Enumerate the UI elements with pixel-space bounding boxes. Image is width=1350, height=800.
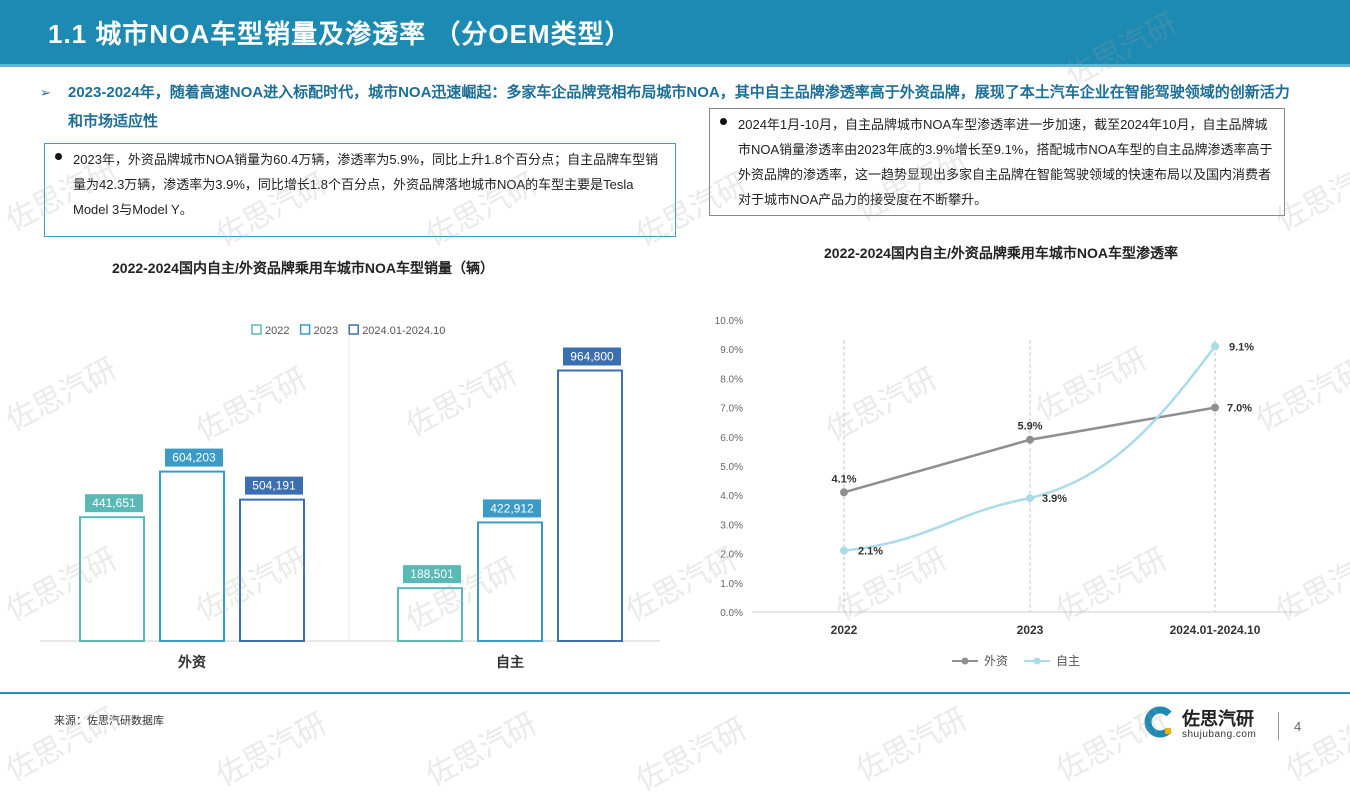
point-value-label: 2.1%	[858, 546, 883, 558]
legend-marker	[1033, 657, 1041, 665]
x-tick-label: 2023	[1017, 623, 1044, 637]
legend-label: 外资	[984, 654, 1008, 668]
source-note: 来源：佐思汽研数据库	[54, 715, 164, 727]
logo-name: 佐思汽研	[1182, 709, 1254, 729]
bar-value-label: 188,501	[410, 567, 454, 581]
bar-value-label: 964,800	[570, 349, 614, 363]
bar	[159, 470, 225, 642]
data-point	[1026, 435, 1034, 444]
bar-value-label-bg	[483, 499, 541, 518]
point-value-label: 7.0%	[1227, 403, 1252, 415]
data-point	[840, 488, 848, 497]
y-tick-label: 5.0%	[720, 462, 743, 473]
footer-divider	[0, 692, 1350, 694]
line-chart-title: 2022-2024国内自主/外资品牌乘用车城市NOA车型渗透率	[824, 245, 1178, 261]
page-title: 1.1 城市NOA车型销量及渗透率 （分OEM类型）	[48, 19, 632, 49]
legend-label: 自主	[1056, 654, 1080, 668]
x-tick-label: 2022	[831, 623, 858, 637]
bar	[79, 516, 145, 643]
y-tick-label: 3.0%	[720, 520, 743, 531]
legend-label: 2022	[265, 325, 289, 337]
y-tick-label: 2.0%	[720, 550, 743, 561]
data-point	[1211, 403, 1219, 412]
bar	[477, 521, 543, 642]
footer-separator	[1278, 712, 1279, 740]
x-tick-label: 2024.01-2024.10	[1170, 623, 1261, 637]
note-box-left: 2023年，外资品牌城市NOA销量为60.4万辆，渗透率为5.9%，同比上升1.…	[44, 143, 676, 237]
point-value-label: 3.9%	[1042, 493, 1067, 505]
header-divider	[0, 64, 1350, 67]
bar-chart-title: 2022-2024国内自主/外资品牌乘用车城市NOA车型销量（辆）	[112, 260, 494, 276]
y-tick-label: 7.0%	[720, 404, 743, 415]
y-tick-label: 10.0%	[715, 316, 743, 327]
point-value-label: 9.1%	[1229, 341, 1254, 353]
bar-value-label: 441,651	[92, 496, 136, 510]
legend-swatch	[348, 324, 359, 335]
header-bar: 1.1 城市NOA车型销量及渗透率 （分OEM类型）	[0, 0, 1350, 64]
y-tick-label: 1.0%	[720, 579, 743, 590]
bar	[557, 369, 623, 642]
page-number: 4	[1294, 719, 1302, 734]
legend-swatch	[251, 324, 262, 335]
category-label: 外资	[178, 654, 206, 670]
bar-value-label-bg	[165, 448, 223, 467]
charts-canvas: 2022 2023 2024.01-2024.10 441,651 604,203 504…	[40, 316, 1300, 670]
note-text-left: 2023年，外资品牌城市NOA销量为60.4万辆，渗透率为5.9%，同比上升1.…	[73, 152, 659, 217]
logo-url: shujubang.com	[1182, 729, 1257, 740]
category-label: 自主	[496, 654, 524, 670]
bar-value-label-bg	[245, 476, 303, 495]
lead-text: 2023-2024年，随着高速NOA进入标配时代，城市NOA迅速崛起：多家车企品…	[68, 84, 1290, 130]
note-text-right: 2024年1月-10月，自主品牌城市NOA车型渗透率进一步加速，截至2024年1…	[738, 117, 1273, 207]
bar-value-label-bg	[85, 494, 143, 513]
data-point	[1211, 342, 1219, 351]
note-box-right: 2024年1月-10月，自主品牌城市NOA车型渗透率进一步加速，截至2024年1…	[709, 108, 1285, 216]
y-tick-label: 6.0%	[720, 433, 743, 444]
bar	[397, 587, 463, 642]
point-value-label: 5.9%	[1017, 421, 1042, 433]
legend-label: 2024.01-2024.10	[362, 325, 445, 337]
y-tick-label: 9.0%	[720, 345, 743, 356]
bullet-dot-icon	[720, 118, 727, 125]
bar	[239, 498, 305, 643]
bar-value-label: 422,912	[490, 501, 534, 515]
data-point	[1026, 494, 1034, 503]
bullet-dot-icon	[55, 153, 62, 160]
logo-c-icon	[1144, 706, 1172, 738]
bar-value-label: 504,191	[252, 479, 296, 493]
point-value-label: 4.1%	[831, 473, 856, 485]
legend-label: 2023	[314, 325, 338, 337]
legend-swatch	[299, 324, 311, 335]
y-tick-label: 0.0%	[720, 608, 743, 619]
y-tick-label: 8.0%	[720, 374, 743, 385]
bar-value-label: 604,203	[172, 451, 216, 465]
bar-value-label-bg	[403, 565, 461, 584]
legend-marker	[961, 657, 969, 665]
bar-value-label-bg	[563, 347, 621, 366]
data-point	[840, 546, 848, 555]
y-tick-label: 4.0%	[720, 491, 743, 502]
arrow-bullet-icon: ➢	[40, 85, 51, 100]
